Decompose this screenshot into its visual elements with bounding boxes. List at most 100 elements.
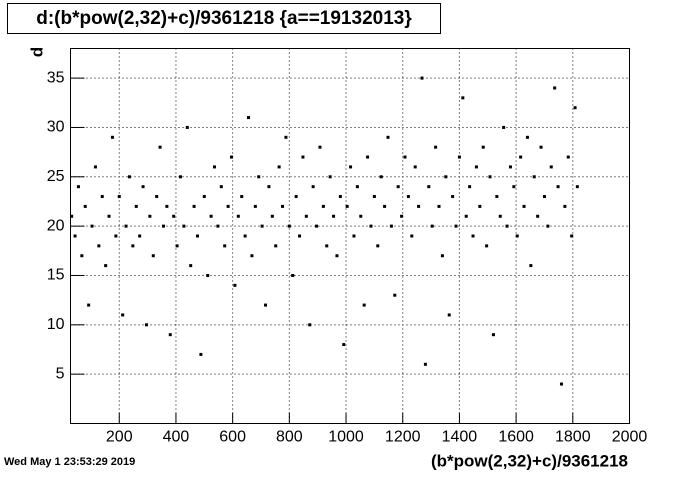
point <box>372 195 376 199</box>
point <box>182 224 186 228</box>
point <box>144 323 148 327</box>
point <box>219 185 223 189</box>
point <box>151 254 155 258</box>
point <box>389 224 393 228</box>
point <box>298 234 302 238</box>
point <box>121 313 125 317</box>
point <box>386 135 390 139</box>
point <box>90 224 94 228</box>
point <box>117 195 121 199</box>
point <box>491 333 495 337</box>
point <box>546 224 550 228</box>
point <box>83 204 87 208</box>
point <box>236 214 240 218</box>
point <box>575 185 579 189</box>
point <box>515 234 519 238</box>
point <box>406 195 410 199</box>
y-tick-label: 5 <box>56 365 65 382</box>
point <box>93 165 97 169</box>
title-box <box>7 3 441 34</box>
point <box>502 125 506 129</box>
point <box>301 155 305 159</box>
point <box>131 244 135 248</box>
point <box>141 185 145 189</box>
point <box>478 204 482 208</box>
point <box>376 244 380 248</box>
y-tick-label: 15 <box>47 267 65 284</box>
point <box>97 244 101 248</box>
y-axis-label: d <box>27 47 46 57</box>
y-tick-label: 10 <box>47 316 65 333</box>
point <box>100 195 104 199</box>
point <box>488 175 492 179</box>
point <box>440 254 444 258</box>
point <box>233 283 237 287</box>
point <box>485 244 489 248</box>
point <box>519 155 523 159</box>
point <box>559 382 563 386</box>
x-tick-label: 400 <box>163 429 190 446</box>
point <box>70 214 74 218</box>
point <box>216 224 220 228</box>
point <box>349 165 353 169</box>
point <box>451 195 455 199</box>
point <box>76 185 80 189</box>
point <box>495 195 499 199</box>
point <box>420 76 424 80</box>
point <box>556 185 560 189</box>
x-tick-label: 1200 <box>385 429 421 446</box>
point <box>468 185 472 189</box>
point <box>332 214 336 218</box>
point <box>311 185 315 189</box>
point <box>185 125 189 129</box>
point <box>383 204 387 208</box>
point <box>359 214 363 218</box>
point <box>553 86 557 90</box>
point <box>240 195 244 199</box>
point <box>161 224 165 228</box>
point <box>434 145 438 149</box>
point <box>539 145 543 149</box>
point <box>202 195 206 199</box>
x-tick-label: 600 <box>219 429 246 446</box>
point <box>195 234 199 238</box>
point <box>260 224 264 228</box>
point <box>267 185 271 189</box>
y-tick-label: 30 <box>47 119 65 136</box>
point <box>80 254 84 258</box>
point <box>321 204 325 208</box>
point <box>536 214 540 218</box>
point <box>481 145 485 149</box>
point <box>335 254 339 258</box>
point <box>570 234 574 238</box>
point <box>461 96 465 100</box>
point <box>124 224 128 228</box>
point <box>532 175 536 179</box>
y-tick-label: 25 <box>47 168 65 185</box>
point <box>525 135 529 139</box>
point <box>345 204 349 208</box>
x-tick-label: 800 <box>276 429 303 446</box>
point <box>291 273 295 277</box>
point <box>437 204 441 208</box>
x-tick-label: 200 <box>106 429 133 446</box>
point <box>226 204 230 208</box>
point <box>230 155 234 159</box>
point <box>315 224 319 228</box>
point <box>464 214 468 218</box>
point <box>284 135 288 139</box>
point <box>423 362 427 366</box>
x-tick-label: 1600 <box>498 429 534 446</box>
x-tick-label: 1000 <box>328 429 364 446</box>
point <box>281 204 285 208</box>
chart-title: d:(b*pow(2,32)+c)/9361218 {a==19132013} <box>36 8 412 29</box>
point <box>573 106 577 110</box>
point <box>250 254 254 258</box>
point <box>457 155 461 159</box>
x-tick-label: 1800 <box>555 429 591 446</box>
point <box>264 303 268 307</box>
point <box>549 165 553 169</box>
point <box>410 234 414 238</box>
point <box>355 185 359 189</box>
point <box>134 204 138 208</box>
